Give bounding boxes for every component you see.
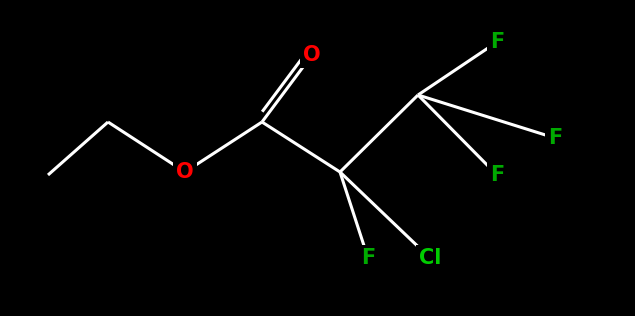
Text: O: O	[303, 45, 321, 65]
Text: Cl: Cl	[419, 248, 441, 268]
Text: F: F	[490, 165, 504, 185]
Text: F: F	[361, 248, 375, 268]
Text: O: O	[176, 162, 194, 182]
Text: F: F	[490, 32, 504, 52]
Text: F: F	[548, 128, 562, 148]
